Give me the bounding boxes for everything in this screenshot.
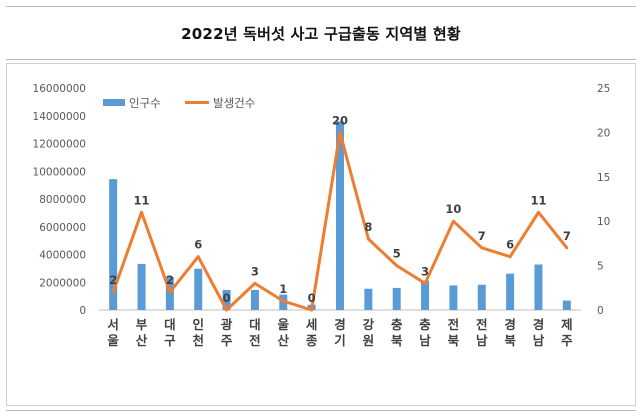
incident-count-label: 11 <box>134 193 150 207</box>
left-tick-label: 16000000 <box>33 83 86 95</box>
incident-count-point <box>451 219 455 223</box>
incident-count-label: 2 <box>109 273 117 287</box>
population-bar <box>222 290 231 310</box>
population-bar <box>137 263 146 310</box>
incident-count-label: 0 <box>308 291 316 305</box>
population-bar <box>506 273 515 310</box>
incident-count-label: 7 <box>563 229 571 243</box>
chart-title: 2022년 독버섯 사고 구급출동 지역별 현황 <box>181 24 461 43</box>
left-tick-label: 0 <box>79 305 86 317</box>
population-bar <box>336 121 344 310</box>
incident-count-label: 3 <box>251 264 259 278</box>
incident-count-label: 0 <box>223 291 231 305</box>
left-tick-label: 6000000 <box>39 222 86 234</box>
combo-chart: 0200000040000006000000800000010000000120… <box>33 83 611 348</box>
legend-line-label: 발생건수 <box>213 96 255 110</box>
right-tick-label: 15 <box>597 172 610 184</box>
left-tick-label: 2000000 <box>39 277 86 289</box>
chart-container: 0 2000000 4000000 6000000 8000000 10000000 120… <box>6 63 636 406</box>
left-tick-label: 10000000 <box>33 166 86 178</box>
population-bar <box>194 268 203 310</box>
legend: 인구수 발생건수 <box>103 96 255 110</box>
incident-count-label: 10 <box>445 202 461 216</box>
left-tick-label: 4000000 <box>39 250 86 262</box>
population-bar <box>534 264 543 310</box>
incident-count-label: 8 <box>364 220 372 234</box>
left-tick-label: 14000000 <box>33 111 86 123</box>
population-bar <box>250 289 259 310</box>
right-axis: 0 5 10 15 20 25 <box>597 83 610 317</box>
incident-count-point <box>480 246 484 250</box>
right-tick-label: 10 <box>597 216 610 228</box>
incident-count-point <box>281 299 285 303</box>
incident-count-point <box>508 255 512 259</box>
population-bar <box>109 179 118 310</box>
incident-count-point <box>536 210 540 214</box>
population-bar <box>421 280 430 310</box>
left-tick-label: 12000000 <box>33 139 86 151</box>
incident-count-label: 3 <box>421 264 429 278</box>
incident-count-label: 5 <box>393 247 401 261</box>
right-tick-label: 25 <box>597 83 610 95</box>
incident-count-label: 6 <box>194 238 202 252</box>
incident-count-label: 1 <box>279 282 287 296</box>
incident-count-label: 11 <box>530 193 546 207</box>
right-tick-label: 0 <box>597 305 604 317</box>
incident-count-point <box>565 246 569 250</box>
incident-count-label: 2 <box>166 273 174 287</box>
incident-count-point <box>140 210 144 214</box>
incident-count-point <box>338 130 342 134</box>
legend-bar-label: 인구수 <box>129 96 161 110</box>
left-axis: 0 2000000 4000000 6000000 8000000 10000000 120… <box>33 83 86 317</box>
population-bar <box>449 285 458 310</box>
left-tick-label: 8000000 <box>39 194 86 206</box>
incident-count-point <box>310 308 314 312</box>
right-tick-label: 5 <box>597 261 604 273</box>
incident-count-label: 7 <box>478 229 486 243</box>
incident-count-point <box>395 264 399 268</box>
chart-title-bar: 2022년 독버섯 사고 구급출동 지역별 현황 <box>6 6 636 60</box>
population-bar <box>477 284 486 310</box>
incident-count-point <box>225 308 229 312</box>
incident-count-label: 6 <box>506 238 514 252</box>
bottom-rule <box>6 410 636 411</box>
population-bar <box>562 300 571 310</box>
incident-count-point <box>111 290 115 294</box>
population-bar <box>364 288 373 310</box>
line-series <box>111 130 569 312</box>
incident-count-point <box>168 290 172 294</box>
incident-count-point <box>423 281 427 285</box>
population-bar <box>392 287 401 310</box>
category-labels: 서 울 부 산 대 구 인 천 광 주 대 전 울 산 세 종 경 기 강 원 충 북 충 남 전 북 전 남 경 북 경 남 제 주 <box>107 317 573 348</box>
incident-count-point <box>253 281 257 285</box>
incident-count-point <box>196 255 200 259</box>
incident-count-label: 20 <box>332 113 348 127</box>
incident-count-point <box>366 237 370 241</box>
legend-bar-swatch <box>103 99 125 106</box>
right-tick-label: 20 <box>597 127 610 139</box>
